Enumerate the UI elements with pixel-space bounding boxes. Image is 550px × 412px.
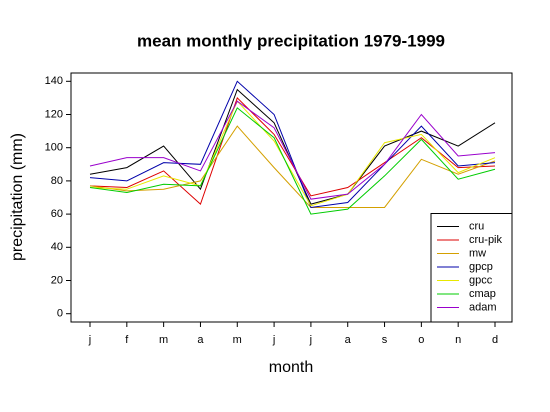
y-tick-label: 140 bbox=[45, 75, 63, 87]
chart-title: mean monthly precipitation 1979-1999 bbox=[137, 31, 445, 50]
x-tick-label: j bbox=[88, 334, 91, 346]
x-tick-label: m bbox=[233, 334, 242, 346]
y-axis-label: precipitation (mm) bbox=[9, 133, 26, 261]
legend-box bbox=[430, 213, 513, 323]
legend-label: gpcc bbox=[469, 274, 493, 286]
data-line bbox=[89, 100, 496, 200]
legend-label: adam bbox=[469, 301, 497, 313]
x-tick-label: o bbox=[418, 334, 424, 346]
data-line bbox=[89, 100, 496, 207]
data-line bbox=[89, 125, 496, 208]
x-tick-label: m bbox=[159, 334, 168, 346]
x-axis-label: month bbox=[269, 359, 313, 376]
x-tick-label: j bbox=[272, 334, 275, 346]
plot-frame bbox=[70, 72, 513, 323]
legend-label: mw bbox=[469, 247, 486, 259]
legend-label: cmap bbox=[469, 288, 496, 300]
y-tick-label: 80 bbox=[51, 175, 63, 187]
y-tick-label: 20 bbox=[51, 274, 63, 286]
y-tick-label: 40 bbox=[51, 241, 63, 253]
legend-label: cru bbox=[469, 220, 484, 232]
y-tick-label: 120 bbox=[45, 108, 63, 120]
x-tick-label: s bbox=[382, 334, 388, 346]
data-line bbox=[89, 96, 496, 206]
x-tick-label: d bbox=[492, 334, 498, 346]
x-tick-label: f bbox=[125, 334, 129, 346]
data-line bbox=[89, 107, 496, 215]
legend-label: gpcp bbox=[469, 261, 493, 273]
x-tick-label: a bbox=[345, 334, 352, 346]
legend-label: cru-pik bbox=[469, 234, 503, 246]
data-line bbox=[89, 80, 496, 209]
y-tick-label: 0 bbox=[57, 308, 63, 320]
x-tick-label: j bbox=[309, 334, 312, 346]
x-tick-label: n bbox=[455, 334, 461, 346]
x-tick-label: a bbox=[197, 334, 204, 346]
y-tick-label: 60 bbox=[51, 208, 63, 220]
y-tick-label: 100 bbox=[45, 142, 63, 154]
